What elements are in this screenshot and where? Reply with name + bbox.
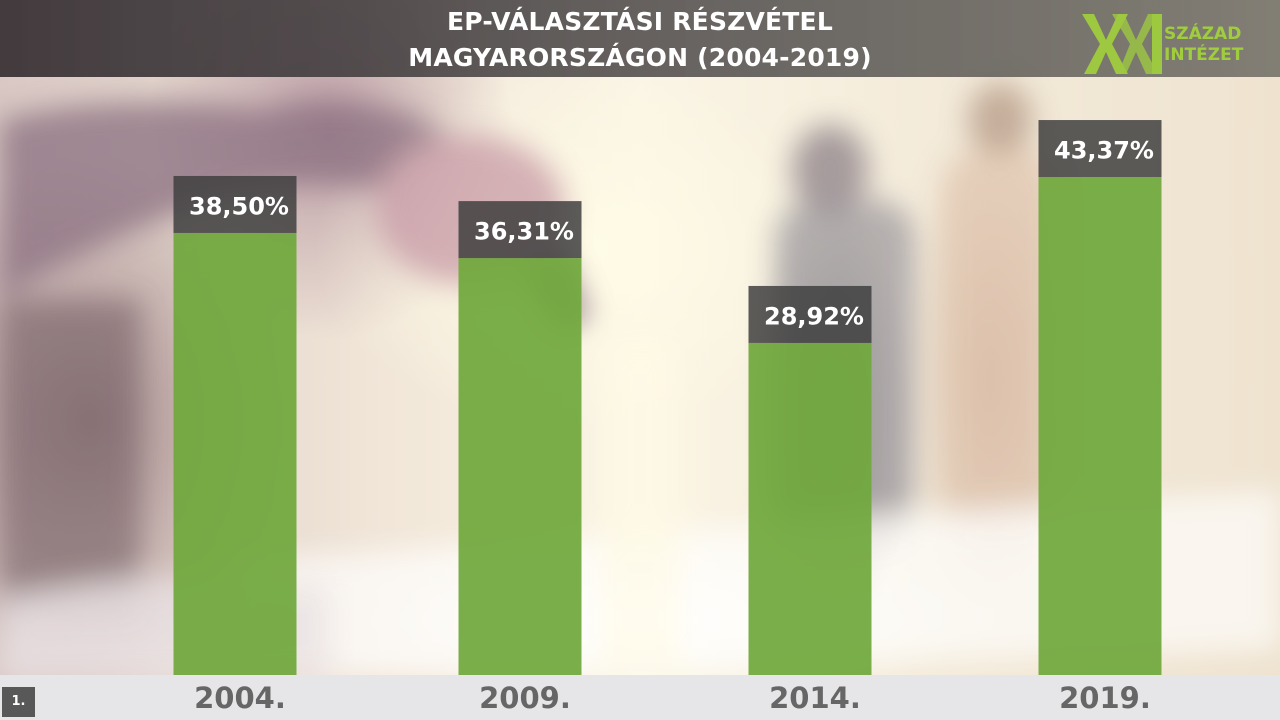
title-bar: EP-VÁLASZTÁSI RÉSZVÉTEL MAGYARORSZÁGON (… — [0, 0, 1280, 77]
data-label-box-2 — [748, 285, 872, 343]
bar-2 — [748, 342, 872, 675]
x-tick-label-1: 2009. — [479, 681, 571, 715]
title-line-1: EP-VÁLASZTÁSI RÉSZVÉTEL — [447, 7, 833, 36]
bar-0 — [173, 232, 297, 675]
data-label-1: 36,31% — [474, 218, 574, 246]
page-title: EP-VÁLASZTÁSI RÉSZVÉTEL MAGYARORSZÁGON (… — [290, 4, 990, 76]
data-label-2: 28,92% — [764, 302, 864, 330]
logo-text-line-1: SZÁZAD — [1164, 24, 1242, 44]
data-label-box-0 — [173, 175, 297, 233]
bar-3 — [1038, 177, 1162, 675]
x-tick-label-2: 2014. — [769, 681, 861, 715]
data-label-box-1 — [458, 201, 582, 259]
x-tick-label-3: 2019. — [1059, 681, 1151, 715]
x-tick-label-0: 2004. — [194, 681, 286, 715]
bar-1 — [458, 258, 582, 675]
data-label-0: 38,50% — [189, 192, 289, 220]
data-label-box-3 — [1038, 120, 1162, 178]
title-line-2: MAGYARORSZÁGON (2004-2019) — [408, 43, 872, 72]
footer-bar — [0, 675, 1280, 720]
xxi-logo-icon — [1082, 14, 1162, 74]
data-label-3: 43,37% — [1054, 137, 1154, 165]
page-number: 1. — [2, 687, 35, 717]
logo-text-line-2: INTÉZET — [1164, 45, 1244, 65]
